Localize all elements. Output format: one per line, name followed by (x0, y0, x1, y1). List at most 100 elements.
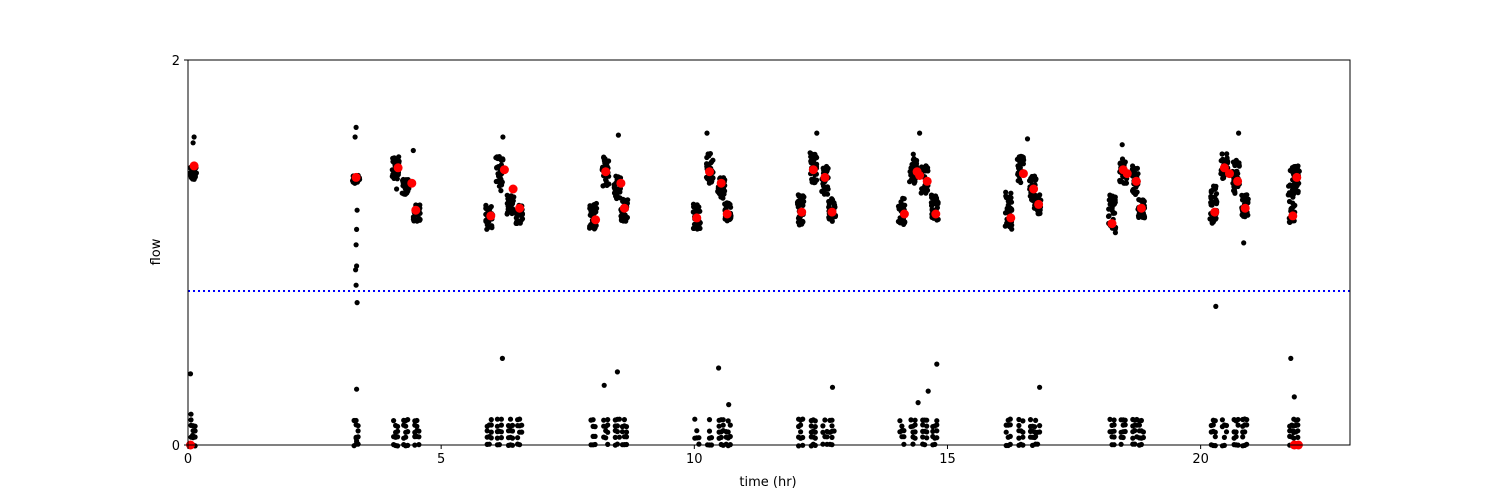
flow-point (934, 418, 940, 424)
flow-point (354, 438, 360, 444)
flow-point (519, 422, 525, 428)
flow-point (901, 221, 907, 227)
flow-point (1016, 422, 1022, 429)
flow-point (1241, 240, 1247, 246)
mean-point (1018, 169, 1028, 179)
flow-point (623, 424, 630, 430)
flow-point (820, 423, 826, 429)
flow-point (831, 428, 837, 434)
flow-point (416, 428, 422, 434)
flow-point (1224, 151, 1230, 157)
flow-point (498, 435, 504, 441)
flow-point (509, 210, 515, 217)
flow-point (621, 417, 628, 423)
flow-point (620, 198, 626, 204)
flow-point (191, 134, 197, 140)
flow-point (355, 428, 361, 434)
flow-point (920, 422, 926, 428)
flow-point (725, 429, 731, 435)
flow-point (1140, 429, 1146, 435)
flow-point (935, 199, 941, 205)
flow-point (616, 189, 622, 195)
flow-point (829, 384, 836, 390)
flow-point (494, 416, 500, 422)
mean-point (1029, 184, 1039, 194)
flow-point (691, 204, 697, 210)
flow-point (614, 429, 621, 435)
flow-point (725, 418, 731, 424)
flow-point (1016, 416, 1022, 423)
flow-point (493, 178, 499, 185)
flow-point (1132, 428, 1138, 434)
flow-point (1015, 163, 1021, 169)
flow-point (1035, 441, 1041, 447)
flow-point (1232, 162, 1238, 168)
flow-point (812, 429, 818, 435)
mean-point (931, 209, 941, 219)
flow-point (924, 429, 930, 435)
flow-point (807, 150, 813, 156)
flow-point (1240, 434, 1246, 440)
flow-point (616, 434, 623, 440)
flow-point (1295, 417, 1301, 423)
flow-point (812, 435, 818, 441)
flow-point (1292, 202, 1298, 208)
flow-point (354, 386, 360, 392)
flow-point (614, 441, 621, 447)
flow-point (1219, 151, 1225, 157)
mean-point (601, 167, 611, 177)
flow-point (1240, 213, 1246, 219)
flow-point (488, 417, 494, 423)
flow-point (924, 423, 930, 429)
flow-point (353, 434, 359, 440)
flow-point (616, 416, 623, 422)
flow-point (1016, 177, 1023, 183)
flow-point (1212, 194, 1218, 200)
flow-point (911, 178, 918, 184)
flow-point (414, 423, 420, 429)
flow-point (934, 422, 940, 428)
mean-point (692, 213, 702, 223)
flow-point (353, 124, 359, 130)
flow-point (515, 218, 521, 224)
flow-point (602, 160, 608, 166)
flow-point (623, 434, 630, 440)
flow-point (798, 429, 804, 435)
flow-point (1295, 434, 1301, 440)
mean-point (1240, 203, 1250, 213)
flow-point (1236, 130, 1242, 136)
flow-point (1221, 174, 1227, 180)
flow-point (352, 134, 358, 140)
flow-point (1033, 417, 1039, 423)
flow-point (1233, 429, 1239, 435)
mean-point (1288, 211, 1298, 221)
axis-ticks: 0 5 10 15 20 0 2 (172, 54, 1209, 467)
mean-points-layer (186, 161, 1303, 450)
x-tick-label: 10 (686, 452, 703, 467)
flow-point (798, 422, 804, 428)
x-tick-label: 20 (1192, 452, 1209, 467)
flow-point (1027, 417, 1034, 423)
flow-point (901, 434, 907, 440)
flow-point (1134, 189, 1140, 195)
flow-point (908, 165, 914, 171)
flow-point (354, 300, 360, 306)
mean-point (808, 165, 818, 175)
flow-point (1244, 441, 1250, 447)
flow-point (1291, 394, 1297, 400)
flow-point (912, 417, 918, 423)
flow-point (896, 203, 903, 210)
flow-point (1235, 416, 1241, 423)
flow-point (1122, 417, 1128, 423)
flow-point (1224, 158, 1230, 164)
flow-point (706, 153, 712, 159)
mean-point (407, 178, 417, 188)
flow-point (400, 177, 406, 184)
flow-point (727, 201, 733, 208)
flow-point (509, 194, 515, 200)
flow-point (908, 417, 914, 423)
flow-point (812, 418, 818, 424)
flow-point (1117, 161, 1123, 167)
flow-point (1242, 429, 1248, 435)
